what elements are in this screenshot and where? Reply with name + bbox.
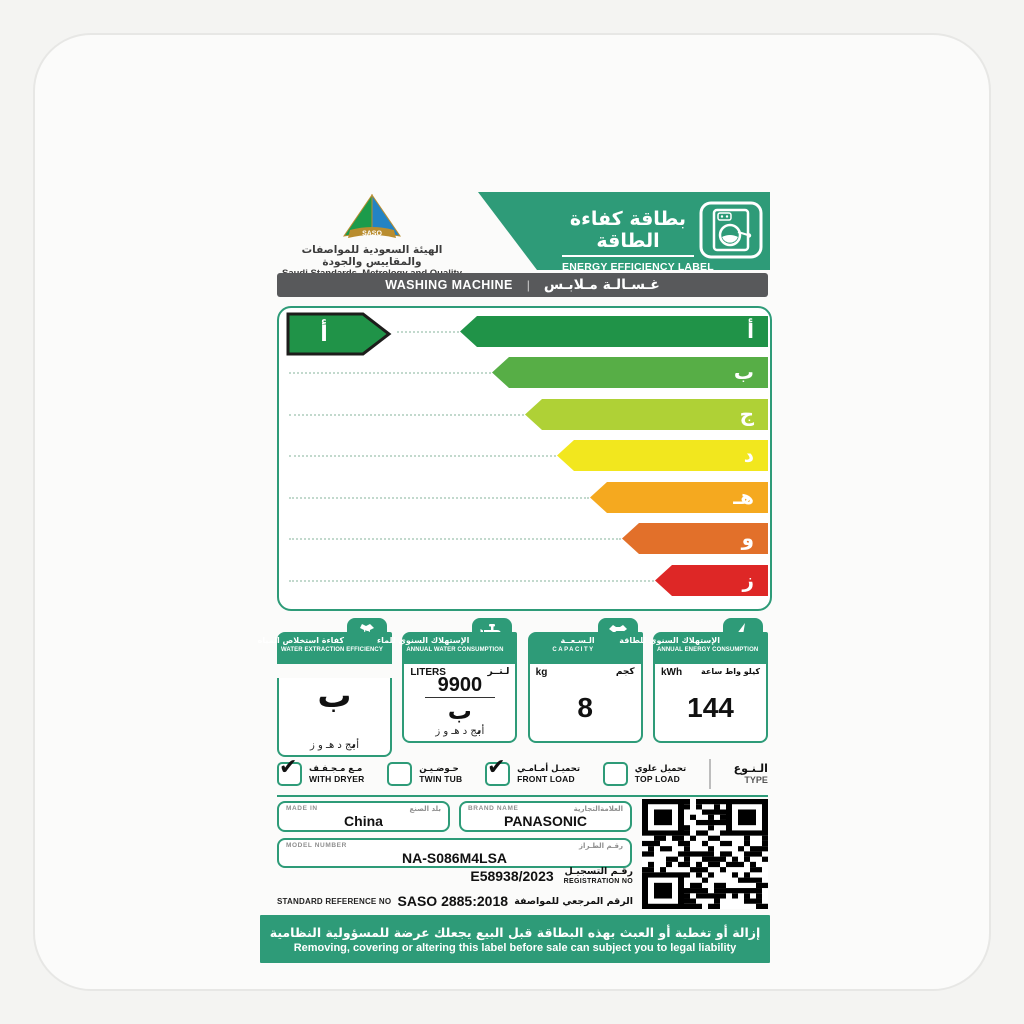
rating-bar-g: ز bbox=[655, 565, 768, 596]
brand-value: PANASONIC bbox=[504, 813, 587, 829]
dotted-line bbox=[397, 331, 459, 333]
selected-grade-pointer: أ bbox=[286, 312, 392, 356]
capacity-value: 8 bbox=[577, 692, 593, 723]
product-name-arabic: غـسـالـة مـلابـس bbox=[543, 277, 660, 293]
water-extraction-grade: ب bbox=[317, 676, 352, 716]
dotted-line bbox=[289, 414, 524, 416]
letters-scale: أبج د هـ و ز bbox=[310, 736, 359, 751]
water-extraction-box: كفاءة استخلاص المياه WATER EXTRACTION EF… bbox=[257, 618, 392, 757]
standard-label-en: STANDARD REFERENCE NO bbox=[277, 896, 392, 906]
rating-bar-c: ج bbox=[525, 399, 768, 430]
type-divider bbox=[708, 759, 711, 789]
legal-warning-arabic: إزالة أو تغطية أو العبث بهذه البطاقة قبل… bbox=[269, 924, 761, 940]
liters-unit-en: LITERS bbox=[410, 667, 446, 678]
rating-bar-b: ب bbox=[492, 357, 768, 388]
checkmark-icon: ✔ bbox=[279, 755, 298, 780]
made-in-label-ar: بلد الصنع bbox=[409, 805, 441, 813]
capacity-title-ar: الـسـعــة bbox=[560, 636, 595, 645]
metrics-row: كفاءة استخلاص المياه WATER EXTRACTION EF… bbox=[257, 618, 768, 757]
liters-unit-ar: لـتــر bbox=[487, 667, 510, 677]
option-with-dryer: ✔ مـع مـجـفـف WITH DRYER bbox=[277, 755, 365, 786]
option-twin-tub: ✔ حـوضـيـن TWIN TUB bbox=[387, 762, 462, 786]
standard-value: SASO 2885:2018 bbox=[397, 893, 509, 909]
model-label-ar: رقـم الطـراز bbox=[579, 842, 623, 850]
brand-name-field: BRAND NAME العلامةالتجارية PANASONIC bbox=[459, 801, 632, 832]
kg-unit-en: kg bbox=[535, 667, 548, 678]
water-consumption-grade: ب bbox=[447, 697, 472, 725]
option-front-load: ✔ تحميـل أمـامـي FRONT LOAD bbox=[485, 755, 581, 786]
washing-machine-icon bbox=[699, 201, 763, 264]
water-consumption-box: الإستهلاك السنوي للماء ANNUAL WATER CONS… bbox=[377, 618, 518, 745]
qr-code bbox=[642, 799, 768, 909]
legal-warning-banner: إزالة أو تغطية أو العبث بهذه البطاقة قبل… bbox=[260, 915, 770, 963]
type-label: الـنـوع TYPE bbox=[733, 761, 768, 785]
model-number-field: MODEL NUMBER رقـم الطـراز NA-S086M4LSA bbox=[277, 838, 632, 868]
top-load-checkbox: ✔ bbox=[602, 762, 628, 786]
registration-row: E58938/2023 رقـم التسجيـل REGISTRATION N… bbox=[277, 866, 633, 886]
kg-unit-ar: كجم bbox=[615, 667, 635, 677]
banner-title-arabic: بطاقة كفاءة الطاقة bbox=[562, 208, 694, 257]
energy-title-en: ANNUAL ENERGY CONSUMPTION bbox=[656, 647, 759, 653]
kwh-unit-ar: كيلو واط ساعة bbox=[701, 667, 760, 676]
water-extraction-title-ar: كفاءة استخلاص المياه bbox=[257, 636, 344, 645]
rating-bar-a: أ bbox=[460, 316, 768, 347]
rating-bar-e: هـ bbox=[590, 482, 768, 513]
letters-scale: أبج د هـ و ز bbox=[435, 722, 485, 737]
svg-text:SASO: SASO bbox=[362, 231, 382, 238]
dotted-line bbox=[289, 497, 589, 499]
energy-title-ar: الإستهلاك السنوي للطاقة bbox=[619, 636, 720, 645]
standard-label-ar: الرقم المرجعي للمواصفة bbox=[514, 895, 633, 907]
made-in-value: China bbox=[344, 813, 383, 829]
with-dryer-checkbox: ✔ bbox=[277, 755, 302, 786]
kwh-unit-en: kWh bbox=[660, 667, 683, 678]
front-load-checkbox: ✔ bbox=[485, 755, 511, 786]
brand-label-en: BRAND NAME bbox=[468, 805, 519, 812]
water-consumption-title-ar: الإستهلاك السنوي للماء bbox=[377, 636, 470, 645]
option-top-load: ✔ تحميل علوي TOP LOAD bbox=[602, 762, 686, 786]
dotted-line bbox=[289, 580, 654, 582]
selected-grade-letter: أ bbox=[320, 321, 328, 347]
model-label-en: MODEL NUMBER bbox=[286, 842, 347, 849]
model-value: NA-S086M4LSA bbox=[401, 850, 508, 866]
registration-label-en: REGISTRATION NO bbox=[563, 878, 633, 885]
made-in-label-en: MADE IN bbox=[286, 805, 318, 812]
product-type-bar: WASHING MACHINE | غـسـالـة مـلابـس bbox=[277, 273, 768, 297]
water-consumption-value: 9900 bbox=[424, 674, 495, 698]
legal-warning-english: Removing, covering or altering this labe… bbox=[293, 941, 737, 954]
capacity-box: kg الـسـعــة CAPACITY kg كجم 8 bbox=[527, 618, 643, 745]
energy-value: 144 bbox=[687, 692, 734, 723]
energy-consumption-box: الإستهلاك السنوي للطاقة ANNUAL ENERGY CO… bbox=[619, 618, 768, 745]
org-name-arabic: الهيئة السعودية للمواصفات والمقاييس والج… bbox=[301, 244, 443, 268]
dotted-line bbox=[289, 372, 491, 374]
rating-bar-f: و bbox=[622, 523, 768, 554]
product-name-english: WASHING MACHINE bbox=[385, 278, 513, 292]
standard-reference-row: STANDARD REFERENCE NO SASO 2885:2018 الر… bbox=[277, 893, 633, 909]
twin-tub-checkbox: ✔ bbox=[387, 762, 413, 786]
checkmark-icon: ✔ bbox=[487, 755, 506, 780]
separator-line bbox=[277, 795, 768, 797]
product-bar-divider: | bbox=[526, 278, 530, 292]
registration-label-ar: رقـم التسجيـل bbox=[564, 866, 633, 877]
rating-bar-d: د bbox=[557, 440, 768, 471]
registration-value: E58938/2023 bbox=[470, 868, 554, 884]
made-in-field: MADE IN بلد الصنع China bbox=[277, 801, 450, 832]
brand-label-ar: العلامةالتجارية bbox=[573, 805, 623, 813]
dotted-line bbox=[289, 538, 621, 540]
dotted-line bbox=[289, 455, 556, 457]
water-extraction-title-en: WATER EXTRACTION EFFICIENCY bbox=[281, 647, 383, 653]
saso-logo-icon: SASO bbox=[342, 194, 402, 238]
efficiency-rating-panel: أ ب ج د هـ و ز أ bbox=[277, 306, 772, 611]
capacity-title-en: CAPACITY bbox=[552, 647, 595, 653]
banner-title-english: ENERGY EFFICIENCY LABEL bbox=[562, 261, 714, 273]
water-consumption-title-en: ANNUAL WATER CONSUMPTION bbox=[406, 647, 504, 653]
type-options-row: ✔ مـع مـجـفـف WITH DRYER ✔ حـوضـيـن TWIN… bbox=[277, 754, 768, 794]
